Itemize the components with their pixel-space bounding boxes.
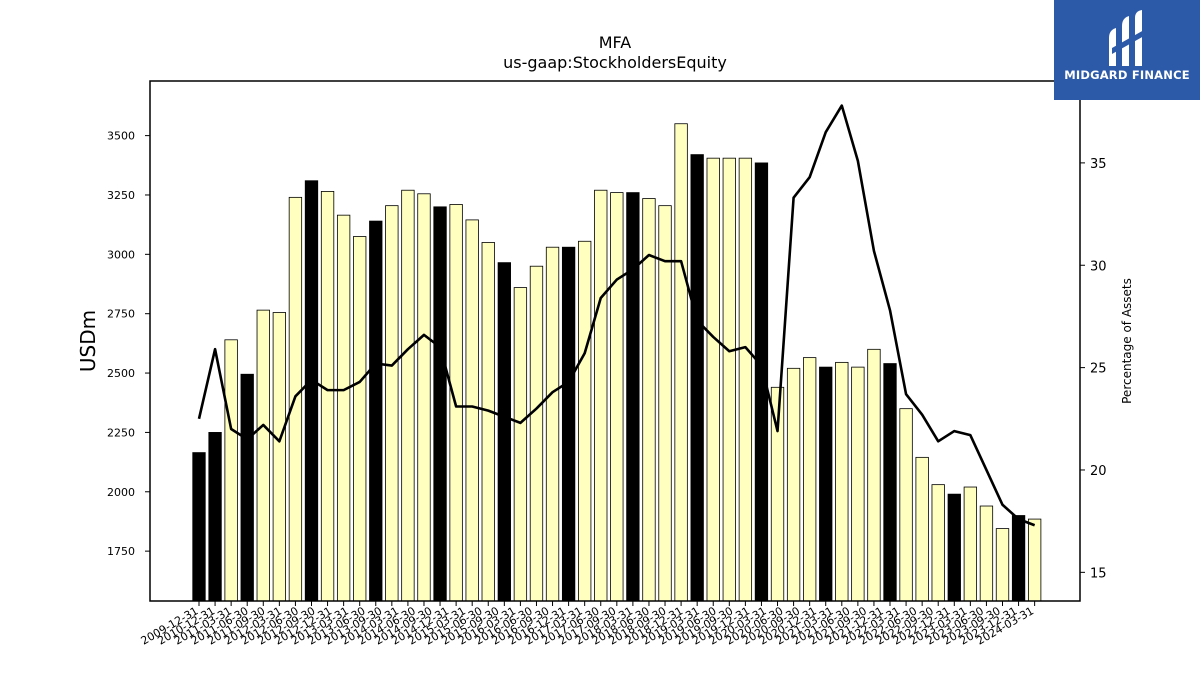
bar xyxy=(385,205,399,602)
y-tick-label: 2750 xyxy=(107,308,135,321)
y2-tick-label: 30 xyxy=(1090,259,1107,274)
bar xyxy=(304,180,319,602)
bar xyxy=(578,240,592,602)
bar xyxy=(545,246,560,602)
y2-tick-label: 15 xyxy=(1090,566,1107,581)
bar xyxy=(963,486,978,602)
bar xyxy=(722,157,736,602)
bar xyxy=(192,452,206,602)
bar xyxy=(995,528,1010,602)
bar xyxy=(224,339,238,602)
bar xyxy=(786,367,801,602)
bar xyxy=(979,505,994,602)
x-axis: 2009-12-312010-12-312011-03-312011-06-30… xyxy=(139,601,1036,648)
bar xyxy=(1027,518,1042,602)
bar xyxy=(1011,515,1026,602)
bar xyxy=(803,357,817,602)
bar xyxy=(353,236,367,602)
bar xyxy=(497,262,511,602)
y-tick-label: 3500 xyxy=(107,130,135,143)
y2-tick-label: 35 xyxy=(1090,157,1107,172)
bar xyxy=(513,287,528,602)
bar xyxy=(320,191,335,602)
y2-axis: 15 20 25 30 35 xyxy=(1080,157,1107,581)
bar xyxy=(208,432,222,602)
percentage-line xyxy=(197,104,1036,527)
midgard-finance-logo: MIDGARD FINANCE xyxy=(1054,0,1200,100)
bar xyxy=(819,366,833,602)
y-tick-label: 3250 xyxy=(107,189,135,202)
y-axis-label: USDm xyxy=(76,310,100,372)
bar xyxy=(369,220,383,602)
y-tick-label: 2500 xyxy=(107,367,135,380)
bar xyxy=(851,366,865,602)
bar xyxy=(336,214,351,602)
bar xyxy=(594,189,608,602)
y-tick-label: 3000 xyxy=(107,248,135,261)
bar xyxy=(915,456,929,602)
midgard-logo-icon xyxy=(1109,10,1144,66)
chart-subtitle: us-gaap:StockholdersEquity xyxy=(503,53,727,72)
bar xyxy=(417,193,431,602)
bar xyxy=(561,246,576,602)
bar xyxy=(658,205,672,602)
logo-text: MIDGARD FINANCE xyxy=(1064,68,1190,82)
plot-frame xyxy=(149,80,1081,602)
bar xyxy=(674,123,688,602)
bar xyxy=(947,493,961,602)
bar xyxy=(706,157,720,602)
bar xyxy=(738,157,753,602)
y2-tick-label: 20 xyxy=(1090,464,1107,479)
bar xyxy=(610,192,624,602)
bar xyxy=(867,348,881,602)
y-tick-label: 1750 xyxy=(107,545,135,558)
y-tick-label: 2250 xyxy=(107,426,135,439)
y2-tick-label: 25 xyxy=(1090,362,1107,377)
bar xyxy=(465,219,479,602)
y-axis: 1750 2000 2250 2500 2750 3000 3250 3500 xyxy=(107,130,150,558)
bar xyxy=(433,206,447,602)
bar xyxy=(690,154,704,602)
bar xyxy=(899,408,913,602)
bar-series xyxy=(192,123,1042,602)
bar xyxy=(883,363,897,602)
bar xyxy=(240,373,254,602)
bar xyxy=(256,309,270,602)
percentage-line-series xyxy=(197,104,1036,527)
bar xyxy=(835,361,849,602)
y-tick-label: 2000 xyxy=(107,486,135,499)
bar xyxy=(272,312,287,602)
bar xyxy=(626,192,640,602)
bar xyxy=(481,242,495,602)
bar xyxy=(931,484,945,602)
bar xyxy=(529,265,544,602)
chart-title: MFA xyxy=(599,33,632,52)
y2-axis-label: Percentage of Assets xyxy=(1120,278,1134,404)
bar xyxy=(401,189,415,602)
